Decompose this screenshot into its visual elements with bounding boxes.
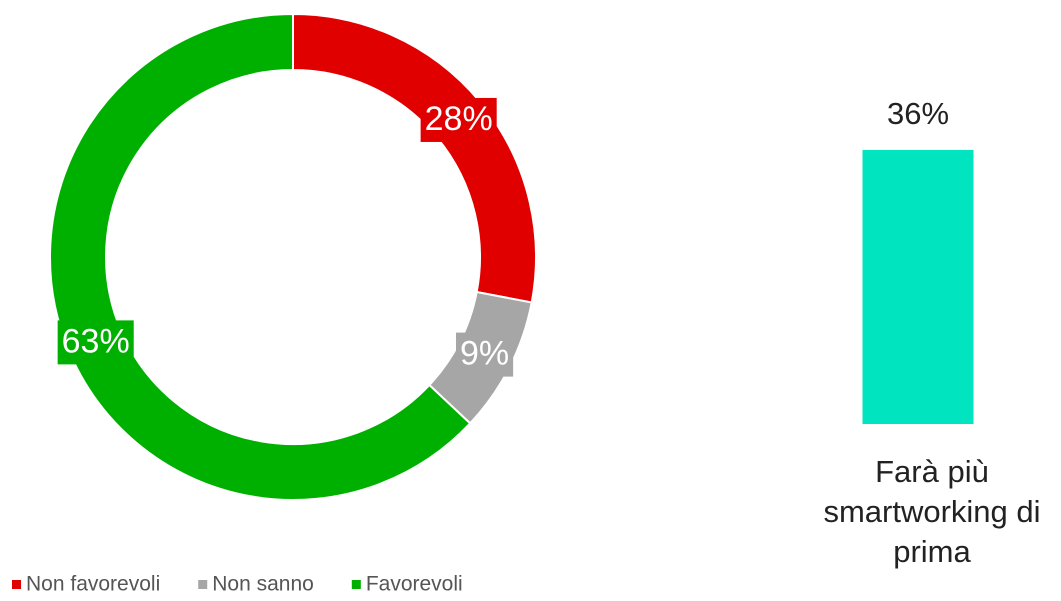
legend-swatch bbox=[351, 580, 361, 589]
data-label-bg bbox=[57, 320, 134, 365]
data-label-bg bbox=[455, 332, 514, 377]
donut-segment bbox=[292, 12, 537, 304]
data-label: 28% bbox=[425, 100, 493, 138]
legend-swatch bbox=[198, 580, 208, 589]
data-label: 36% bbox=[887, 96, 949, 131]
legend-label: Non sanno bbox=[212, 573, 314, 596]
data-label: 63% bbox=[62, 322, 130, 360]
x-tick-label: Farà più smartworking di prima bbox=[823, 454, 1041, 569]
data-label: 9% bbox=[460, 335, 509, 373]
legend-label: Non favorevoli bbox=[26, 573, 160, 596]
donut-segment bbox=[49, 12, 472, 501]
legend-swatch bbox=[12, 580, 21, 589]
legend-label: Favorevoli bbox=[366, 573, 463, 596]
bar bbox=[862, 150, 974, 424]
data-label-bg bbox=[420, 97, 497, 142]
